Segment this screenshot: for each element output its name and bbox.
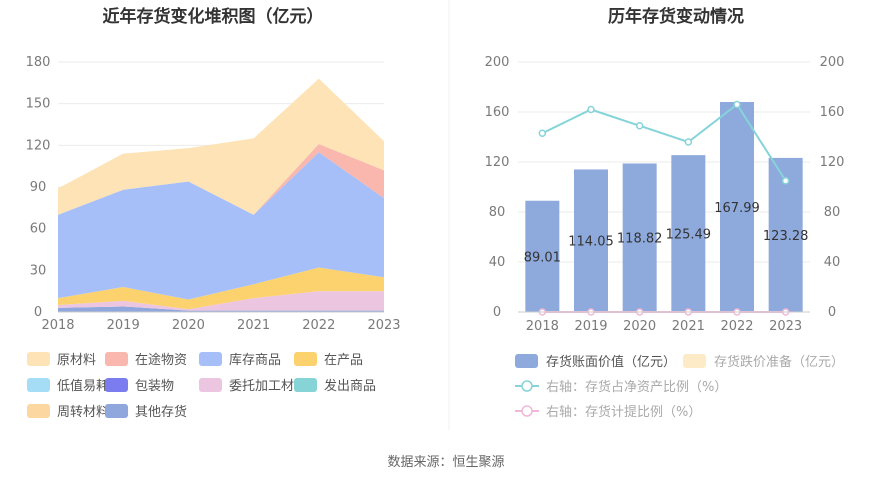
legend-label: 库存商品 xyxy=(229,352,281,368)
bar-value-label: 167.99 xyxy=(714,201,760,216)
line-point xyxy=(538,129,547,137)
right-y2-tick-label: 0 xyxy=(828,305,836,320)
legend-swatch xyxy=(27,404,50,418)
bar xyxy=(720,102,754,312)
area-series-委托加工材料 xyxy=(58,291,384,311)
right-y2-tick-label: 80 xyxy=(824,205,841,220)
bar xyxy=(574,169,608,312)
right-y2-tick-label: 40 xyxy=(824,255,841,270)
legend-label: 右轴：存货计提比例（%） xyxy=(546,404,701,420)
right-x-tick-label: 2021 xyxy=(672,319,705,334)
bar-value-label: 125.49 xyxy=(666,228,712,243)
legend-marker xyxy=(521,380,533,392)
legend-swatch xyxy=(683,354,706,368)
left-y-tick-label: 150 xyxy=(26,97,51,112)
left-x-tick-label: 2022 xyxy=(302,318,335,333)
line-series-右轴：存货占净资产比例（%） xyxy=(541,103,787,182)
right-axis: 0 0 40 40 80 80 120 120 160 160 200 200 2018 2019 2020… xyxy=(485,55,845,334)
right-y2-tick-label: 200 xyxy=(820,55,845,70)
legend-label: 包装物 xyxy=(135,379,174,394)
area-series-原材料 xyxy=(58,78,384,215)
bar-value-label: 89.01 xyxy=(524,250,561,265)
right-y-tick-label: 200 xyxy=(485,55,510,70)
area-series-在产品 xyxy=(58,267,384,310)
legend-label: 委托加工材料 xyxy=(229,379,307,394)
left-x-tick-label: 2023 xyxy=(367,318,400,333)
bar-value-label: 118.82 xyxy=(617,232,663,247)
left-x-tick-label: 2020 xyxy=(172,318,205,333)
bar-value-label: 123.28 xyxy=(763,229,809,244)
legend-label: 右轴：存货占净资产比例（%） xyxy=(546,379,727,395)
legend-swatch xyxy=(105,352,128,366)
left-y-tick-label: 90 xyxy=(30,180,47,195)
right-y2-tick-label: 160 xyxy=(820,105,845,120)
right-x-tick-label: 2023 xyxy=(769,319,802,334)
left-axis: 0 30 60 90 120 150 180 2018 2019 2020 2021 2022 2023 xyxy=(26,55,401,333)
line-point xyxy=(684,138,693,146)
right-grid xyxy=(518,61,810,313)
line-point xyxy=(733,100,741,109)
legend-label: 其他存货 xyxy=(135,404,187,420)
line-point xyxy=(587,105,595,114)
left-chart-title: 近年存货变化堆积图（亿元） xyxy=(103,6,324,27)
right-x-tick-label: 2018 xyxy=(526,319,559,334)
legend-swatch xyxy=(105,378,128,392)
right-x-tick-label: 2022 xyxy=(720,319,753,334)
left-x-tick-label: 2019 xyxy=(107,318,140,333)
legend-label: 发出商品 xyxy=(324,378,376,394)
data-source: 数据来源：恒生聚源 xyxy=(387,455,504,470)
legend-label: 周转材料 xyxy=(57,405,109,420)
area-series-库存商品 xyxy=(58,152,384,300)
left-y-tick-label: 30 xyxy=(30,263,47,278)
bar xyxy=(525,200,560,312)
area-series-在途物资 xyxy=(58,143,384,215)
legend-swatch xyxy=(294,378,317,392)
legend-label: 在产品 xyxy=(324,353,363,368)
bar-value-label: 114.05 xyxy=(568,235,614,250)
legend-swatch xyxy=(105,404,128,418)
legend-label: 存货跌价准备（亿元） xyxy=(714,354,844,370)
right-legend: 存货账面价值（亿元） 存货跌价准备（亿元） 右轴：存货占净资产比例（%） 右轴：存货计… xyxy=(515,354,844,420)
left-x-tick-label: 2018 xyxy=(41,318,74,333)
legend-marker xyxy=(521,405,533,417)
legend-label: 在途物资 xyxy=(135,352,187,368)
bar xyxy=(671,155,706,312)
right-y-tick-label: 80 xyxy=(489,205,506,220)
left-areas xyxy=(58,78,384,312)
right-x-tick-label: 2019 xyxy=(574,319,607,334)
legend-swatch xyxy=(294,352,317,366)
legend-swatch xyxy=(27,352,50,366)
left-y-tick-label: 180 xyxy=(26,55,51,70)
line-point xyxy=(781,177,790,185)
bar xyxy=(622,163,657,312)
legend-swatch xyxy=(199,352,222,366)
legend-swatch xyxy=(199,378,222,392)
left-y-tick-label: 0 xyxy=(34,305,42,320)
right-y-tick-label: 120 xyxy=(485,155,510,170)
legend-swatch xyxy=(515,354,538,368)
right-y-tick-label: 160 xyxy=(485,105,510,120)
left-x-tick-label: 2021 xyxy=(237,318,270,333)
right-y-tick-label: 40 xyxy=(489,255,506,270)
right-chart-title: 历年存货变动情况 xyxy=(608,6,744,27)
legend-label: 原材料 xyxy=(57,353,96,368)
legend-label: 存货账面价值（亿元） xyxy=(546,354,676,370)
left-y-tick-label: 60 xyxy=(30,222,47,237)
right-y2-tick-label: 120 xyxy=(820,155,845,170)
legend-swatch xyxy=(27,378,50,392)
right-y-tick-label: 0 xyxy=(493,305,501,320)
right-x-tick-label: 2020 xyxy=(623,319,656,334)
left-y-tick-label: 120 xyxy=(26,138,51,153)
line-point xyxy=(635,122,644,130)
